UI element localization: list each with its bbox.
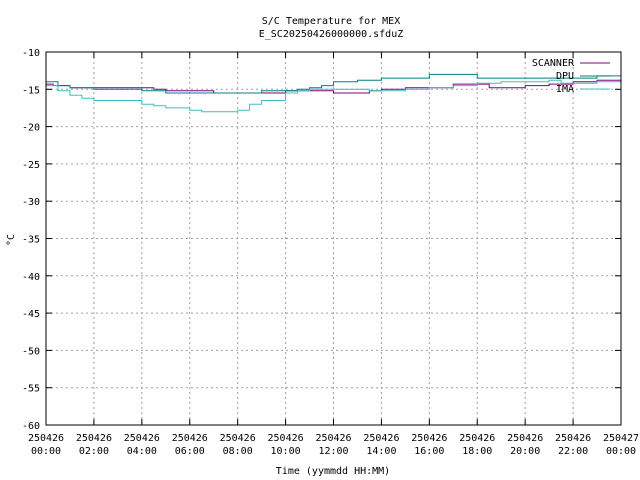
- x-tick-date-label: 250426: [555, 433, 591, 444]
- y-tick-label: -20: [22, 123, 40, 134]
- y-axis-label: °C: [6, 234, 17, 246]
- x-tick-time-label: 14:00: [366, 446, 396, 457]
- legend-label-scanner: SCANNER: [532, 58, 575, 69]
- x-tick-date-label: 250427: [603, 433, 639, 444]
- x-tick-time-label: 02:00: [79, 446, 109, 457]
- x-tick-date-label: 250426: [172, 433, 208, 444]
- x-tick-time-label: 18:00: [462, 446, 492, 457]
- series-line-scanner: [46, 78, 622, 94]
- x-tick-date-label: 250426: [411, 433, 447, 444]
- x-tick-time-label: 04:00: [127, 446, 157, 457]
- x-tick-time-label: 20:00: [510, 446, 540, 457]
- x-tick-time-label: 06:00: [175, 446, 205, 457]
- grid-lines: [46, 52, 621, 425]
- x-tick-date-label: 250426: [507, 433, 543, 444]
- y-tick-label: -50: [22, 346, 40, 357]
- series-lines: [46, 73, 622, 113]
- x-axis-label: Time (yymmdd HH:MM): [276, 466, 390, 477]
- x-tick-time-label: 22:00: [558, 446, 588, 457]
- x-tick-time-label: 00:00: [606, 446, 636, 457]
- y-axis-ticks: -10 -15 -20 -25 -30 -35 -40 -45 -50 -55 -60: [22, 48, 621, 432]
- x-tick-date-label: 250426: [315, 433, 351, 444]
- x-tick-date-label: 250426: [268, 433, 304, 444]
- y-tick-label: -55: [22, 384, 40, 395]
- x-tick-time-label: 16:00: [414, 446, 444, 457]
- chart-subtitle: E_SC20250426000000.sfduZ: [259, 29, 404, 40]
- y-tick-label: -15: [22, 85, 40, 96]
- y-tick-label: -40: [22, 272, 40, 283]
- x-tick-date-label: 250426: [76, 433, 112, 444]
- y-tick-label: -30: [22, 197, 40, 208]
- x-tick-time-label: 12:00: [318, 446, 348, 457]
- x-tick-date-label: 250426: [459, 433, 495, 444]
- x-axis-ticks: 250426 00:00 250426 02:00 250426 04:00 250426 0…: [28, 52, 639, 457]
- plot-frame: [45, 51, 622, 426]
- x-tick-date-label: 250426: [124, 433, 160, 444]
- legend-label-ima: IMA: [556, 84, 574, 95]
- legend-label-dpu: DPU: [556, 71, 574, 82]
- x-tick-time-label: 08:00: [223, 446, 253, 457]
- series-line-ima: [46, 79, 621, 113]
- x-tick-time-label: 10:00: [271, 446, 301, 457]
- y-tick-label: -35: [22, 235, 40, 246]
- series-line-dpu: [46, 73, 622, 94]
- y-tick-label: -60: [22, 421, 40, 432]
- y-tick-label: -25: [22, 160, 40, 171]
- x-tick-date-label: 250426: [363, 433, 399, 444]
- chart-title: S/C Temperature for MEX: [262, 16, 400, 27]
- x-tick-date-label: 250426: [220, 433, 256, 444]
- y-tick-label: -10: [22, 48, 40, 59]
- x-tick-time-label: 00:00: [31, 446, 61, 457]
- x-tick-date-label: 250426: [28, 433, 64, 444]
- y-tick-label: -45: [22, 309, 40, 320]
- legend: SCANNER DPU IMA: [532, 58, 610, 95]
